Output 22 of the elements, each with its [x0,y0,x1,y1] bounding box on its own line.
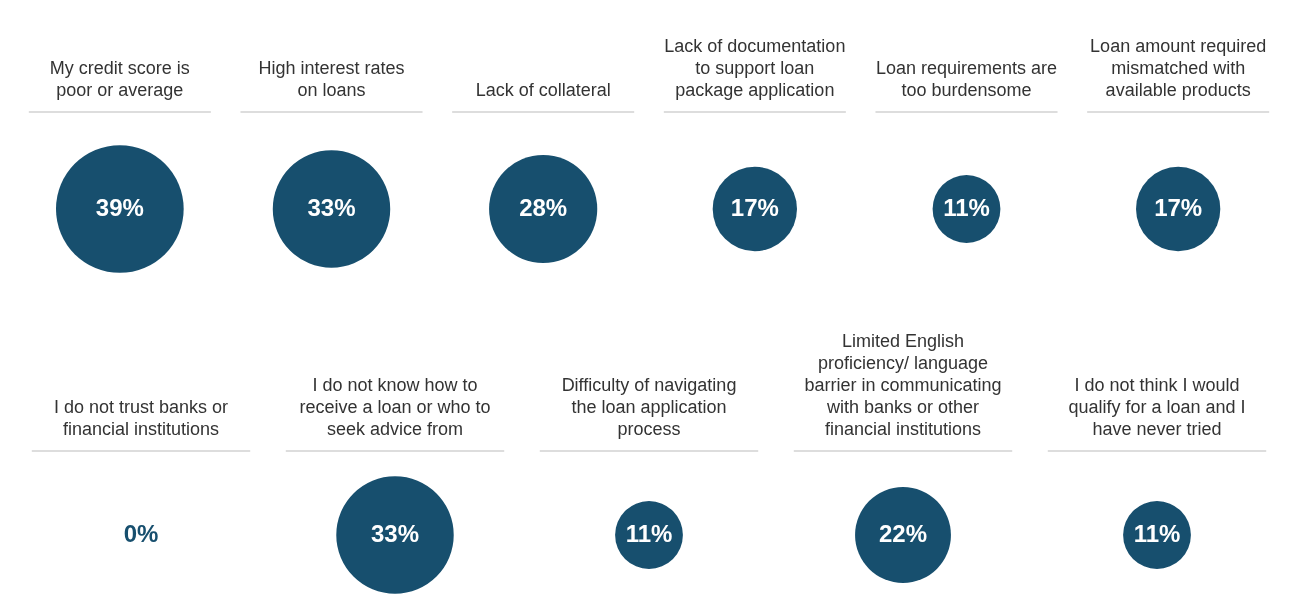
data-label: 17% [730,194,779,221]
data-label: 22% [878,520,928,547]
category-label: I do not trust banks or financial institutions [53,397,229,439]
data-label: 28% [519,194,568,221]
category-label: Lack of collateral [475,80,611,100]
category-label: My credit score is poor or average [49,58,190,100]
category-label: Lack of documentation to support loan package application [664,36,846,100]
data-label: 11% [625,520,673,547]
data-label: 11% [1133,520,1181,547]
category-label: I do not know how to receive a loan or who to seek advice from [299,375,491,439]
data-label: 17% [1154,194,1203,221]
data-label: 33% [307,194,356,221]
data-label: 39% [95,194,144,221]
category-label: Difficulty of navigating the loan application process [561,375,737,439]
category-label: Limited English proficiency/ language barrier in communicating with banks or other financial institutions [804,331,1002,439]
data-label: 0% [123,520,159,547]
data-label: 33% [370,520,420,547]
category-label: I do not think I would qualify for a loan and I have never tried [1068,375,1246,439]
data-label: 11% [943,194,990,221]
category-label: Loan amount required mismatched with available products [1090,36,1267,100]
category-label: Loan requirements are too burdensome [875,58,1058,100]
category-label: High interest rates on loans [258,58,405,100]
